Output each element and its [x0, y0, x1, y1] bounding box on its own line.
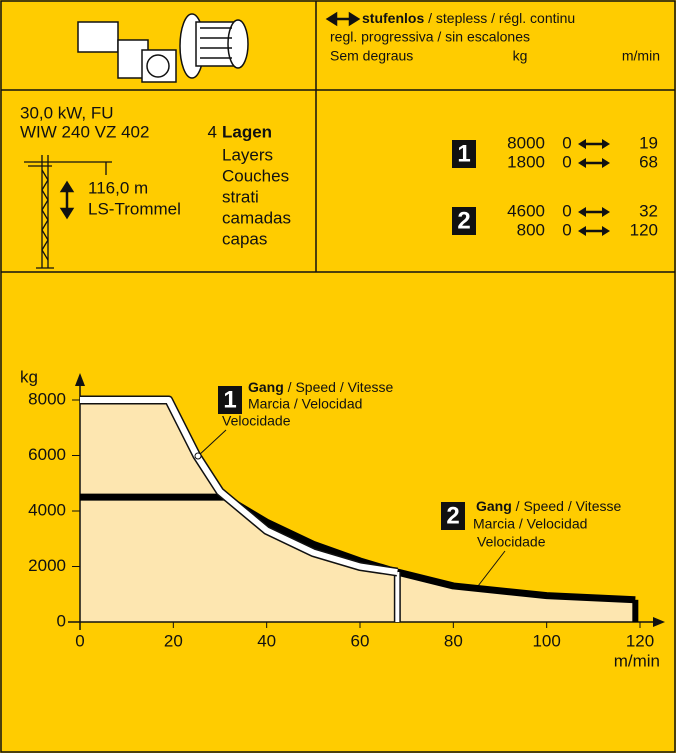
spec-text: 4: [208, 122, 217, 141]
annotation-text: / Speed / Vitesse: [288, 379, 394, 395]
spec-text: WIW 240 VZ 402: [20, 122, 149, 141]
x-tick-label: 40: [257, 631, 276, 650]
header-bold: stufenlos: [362, 10, 424, 26]
annotation-bold: Gang: [476, 498, 512, 514]
x-tick-label: 0: [75, 631, 84, 650]
speed-max: 32: [639, 201, 658, 220]
annotation: Marcia / Velocidad: [473, 516, 587, 532]
speed-min: 0: [562, 201, 571, 220]
layer-label: Couches: [222, 166, 289, 185]
unit-label: m/min: [622, 48, 660, 64]
spec-text: 116,0 m: [88, 178, 148, 197]
annotation: Velocidade: [222, 413, 291, 429]
x-tick-label: 20: [164, 631, 183, 650]
y-tick-label: 8000: [28, 389, 66, 408]
spec-text: 30,0 kW, FU: [20, 103, 114, 122]
load-value: 8000: [507, 133, 545, 152]
x-tick-label: 120: [626, 631, 654, 650]
layer-label: Layers: [222, 145, 273, 164]
x-tick-label: 60: [351, 631, 370, 650]
annotation: Gang / Speed / Vitesse: [248, 379, 393, 395]
spec-text: LS-Trommel: [88, 199, 181, 218]
unit-label: kg: [513, 48, 528, 64]
speed-min: 0: [562, 133, 571, 152]
speed-min: 0: [562, 220, 571, 239]
speed-min: 0: [562, 152, 571, 171]
gear-label: 2: [446, 502, 459, 529]
annotation: Velocidade: [477, 534, 546, 550]
annotation: Gang / Speed / Vitesse: [476, 498, 621, 514]
gear-label: 1: [223, 386, 236, 413]
load-value: 800: [517, 220, 545, 239]
y-tick-label: 6000: [28, 445, 66, 464]
gear-label: 1: [457, 140, 470, 167]
layer-label: camadas: [222, 208, 291, 227]
layer-label: strati: [222, 187, 259, 206]
header-text: / stepless / régl. continu: [428, 10, 575, 26]
load-value: 4600: [507, 201, 545, 220]
header-line: stufenlos / stepless / régl. continu: [362, 10, 575, 26]
speed-max: 19: [639, 133, 658, 152]
layer-label: Lagen: [222, 122, 272, 141]
y-tick-label: 4000: [28, 500, 66, 519]
x-tick-label: 100: [532, 631, 560, 650]
layer-label: capas: [222, 229, 267, 248]
x-axis-label: m/min: [614, 651, 660, 670]
annotation-bold: Gang: [248, 379, 284, 395]
annotation-text: / Speed / Vitesse: [516, 498, 622, 514]
load-value: 1800: [507, 152, 545, 171]
speed-max: 68: [639, 152, 658, 171]
y-axis-label: kg: [20, 367, 38, 386]
page: stufenlos / stepless / régl. continu reg…: [0, 0, 676, 753]
y-tick-label: 2000: [28, 556, 66, 575]
header-text: regl. progressiva / sin escalones: [330, 29, 530, 45]
speed-max: 120: [630, 220, 658, 239]
x-tick-label: 80: [444, 631, 463, 650]
gear-label: 2: [457, 207, 470, 234]
leader-dot: [195, 453, 201, 459]
annotation: Marcia / Velocidad: [248, 396, 362, 412]
y-tick-label: 0: [57, 611, 66, 630]
header-text: Sem degraus: [330, 48, 413, 64]
